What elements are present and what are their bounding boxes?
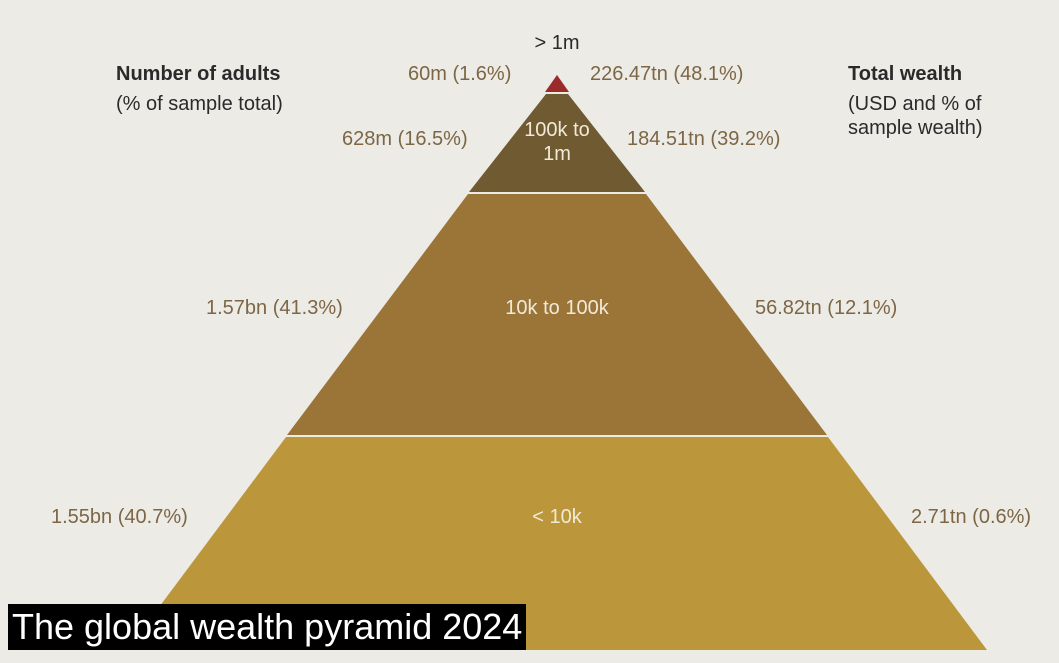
wealth-label: 56.82tn (12.1%) [755,297,898,319]
wealth-label: 226.47tn (48.1%) [590,63,744,85]
wealth-label: 184.51tn (39.2%) [627,128,781,150]
tier-label: 10k to 100k [505,297,609,319]
tier-label: > 1m [534,32,580,54]
tier-3 [287,194,827,435]
caption: The global wealth pyramid 2024 [8,604,527,650]
tier-2 [469,94,645,192]
tier-label: 100k to 1m [524,119,590,165]
adults-label: 1.55bn (40.7%) [51,506,188,528]
tier-top [545,75,569,92]
right-title: Total wealth [848,63,963,85]
tier-4 [127,437,987,650]
left-subtitle: (% of sample total) [116,93,283,115]
tier-label: < 10k [532,506,582,528]
left-title: Number of adults [116,63,281,85]
right-subtitle: (USD and % of sample wealth) [848,93,983,139]
adults-label: 628m (16.5%) [342,128,468,150]
adults-label: 60m (1.6%) [408,63,512,85]
wealth-label: 2.71tn (0.6%) [911,506,1032,528]
adults-label: 1.57bn (41.3%) [206,297,343,319]
